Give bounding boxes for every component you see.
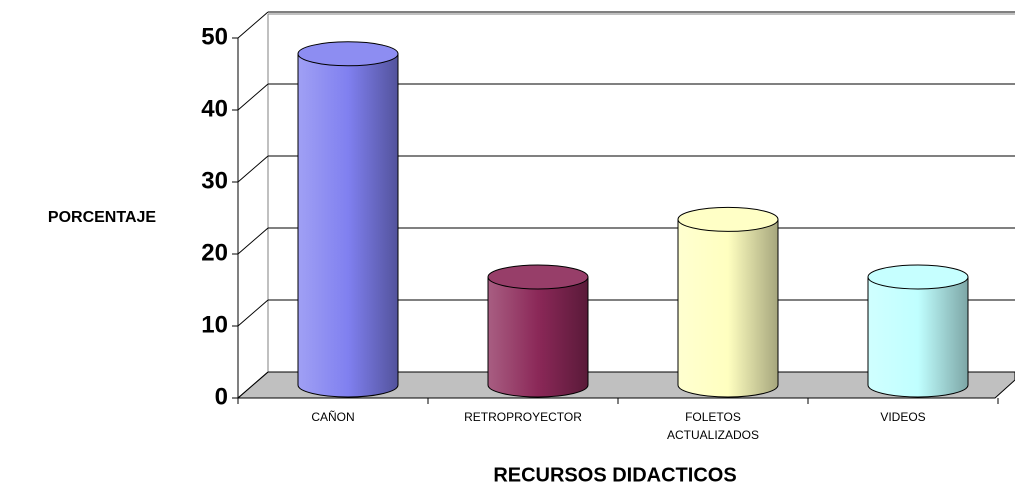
bar	[867, 276, 969, 398]
grid-line	[237, 11, 269, 39]
bar	[677, 218, 779, 398]
bar	[487, 276, 589, 398]
grid-line	[237, 155, 269, 183]
grid-line	[237, 227, 269, 255]
y-tick-label: 10	[201, 311, 228, 338]
grid-line	[237, 83, 269, 111]
x-tick-label: CAÑON	[311, 410, 355, 424]
bar-top	[677, 206, 779, 232]
x-axis-title: RECURSOS DIDACTICOS	[493, 464, 736, 486]
bar-top	[487, 264, 589, 290]
x-tick-label: VIDEOS	[880, 410, 926, 424]
y-tick-label: 0	[215, 383, 228, 410]
y-tick-label: 50	[201, 23, 228, 50]
bar-top	[297, 41, 399, 67]
y-tick-label: 30	[201, 167, 228, 194]
y-axis-title: PORCENTAJE	[48, 209, 156, 226]
bar-top	[867, 264, 969, 290]
grid-line	[237, 299, 269, 327]
grid-line	[237, 371, 269, 399]
x-tick-label: FOLETOS ACTUALIZADOS	[666, 410, 759, 442]
bar	[297, 53, 399, 398]
y-tick-label: 40	[201, 95, 228, 122]
y-tick-label: 20	[201, 239, 228, 266]
x-tick-label: RETROPROYECTOR	[464, 410, 582, 424]
